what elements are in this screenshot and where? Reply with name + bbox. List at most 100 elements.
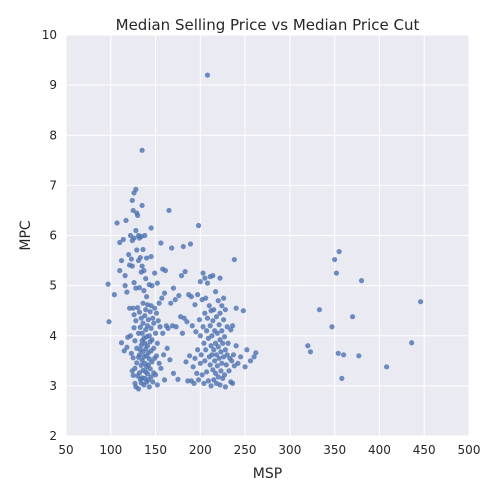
data-point [106, 319, 112, 325]
data-point [197, 279, 203, 285]
data-point [305, 343, 311, 349]
data-point [233, 343, 239, 349]
data-point [168, 300, 174, 306]
data-point [409, 340, 415, 346]
data-point [333, 270, 340, 276]
data-point [212, 340, 219, 346]
x-tick-label: 100 [99, 443, 122, 457]
data-point [209, 352, 215, 358]
data-point [219, 360, 225, 366]
data-point [124, 344, 130, 350]
data-point [154, 280, 160, 286]
data-point [153, 353, 160, 359]
data-point [187, 241, 194, 247]
data-point [240, 308, 246, 314]
data-point [172, 297, 178, 303]
data-point [158, 365, 164, 371]
data-point [143, 327, 149, 333]
data-points [105, 72, 424, 392]
data-point [222, 384, 229, 390]
data-point [149, 283, 155, 289]
data-point [215, 298, 221, 304]
data-point [307, 349, 314, 355]
data-point [136, 352, 143, 358]
data-point [170, 370, 177, 376]
data-point [189, 323, 195, 329]
data-point [358, 278, 365, 284]
data-point [136, 285, 143, 291]
data-point [221, 372, 228, 378]
data-point [200, 324, 206, 330]
y-tick-label: 2 [49, 429, 57, 443]
data-point [194, 370, 200, 376]
data-point [148, 374, 154, 380]
data-point [130, 372, 136, 378]
data-point [129, 263, 135, 269]
data-point [151, 320, 157, 326]
data-point [169, 245, 175, 251]
data-point [145, 317, 151, 323]
data-point [238, 354, 244, 360]
data-point [210, 318, 216, 324]
data-point [127, 333, 134, 339]
data-point [229, 323, 236, 329]
data-point [144, 294, 150, 300]
data-point [228, 327, 234, 333]
data-point [118, 257, 125, 264]
data-point [165, 325, 171, 331]
data-point [219, 303, 225, 309]
data-point [217, 337, 223, 343]
data-point [143, 307, 149, 313]
data-point [140, 300, 146, 306]
data-point [217, 310, 223, 316]
data-point [126, 251, 132, 258]
data-point [152, 305, 158, 311]
data-point [224, 352, 230, 358]
data-point [139, 330, 145, 336]
data-point [132, 338, 138, 344]
data-point [114, 220, 120, 226]
data-point [130, 305, 136, 311]
data-point [161, 377, 168, 383]
data-point [221, 334, 228, 340]
data-point [222, 307, 229, 313]
y-tick-label: 7 [49, 178, 57, 192]
data-point [193, 329, 199, 335]
data-point [201, 340, 207, 346]
data-point [175, 376, 181, 382]
data-point [122, 283, 128, 289]
x-tick-label: 300 [278, 443, 301, 457]
data-point [117, 267, 123, 274]
data-point [144, 371, 151, 377]
data-point [220, 340, 226, 346]
y-tick-label: 8 [49, 128, 57, 142]
data-point [209, 333, 215, 339]
data-point [184, 319, 190, 325]
data-point [229, 380, 236, 386]
data-point [202, 358, 208, 364]
x-tick-label: 350 [323, 443, 346, 457]
data-point [216, 355, 222, 361]
data-point [164, 345, 170, 351]
data-point [188, 294, 194, 300]
data-point [181, 315, 187, 321]
data-point [192, 302, 198, 308]
data-point [147, 309, 153, 315]
data-point [336, 248, 342, 255]
data-point [211, 347, 217, 353]
data-point [152, 330, 159, 336]
y-tick-label: 6 [49, 229, 57, 243]
data-point [178, 273, 185, 279]
data-point [137, 324, 143, 330]
data-point [156, 360, 162, 366]
data-point [339, 375, 345, 381]
data-point [170, 285, 177, 291]
x-tick-label: 500 [458, 443, 481, 457]
data-point [126, 305, 133, 311]
x-tick-labels: 50 100 150 200 250 300 350 400 450 500 [58, 443, 480, 457]
data-point [182, 268, 188, 275]
data-point [213, 314, 220, 320]
y-tick-label: 4 [49, 329, 57, 343]
data-point [195, 292, 201, 298]
data-point [131, 280, 137, 286]
